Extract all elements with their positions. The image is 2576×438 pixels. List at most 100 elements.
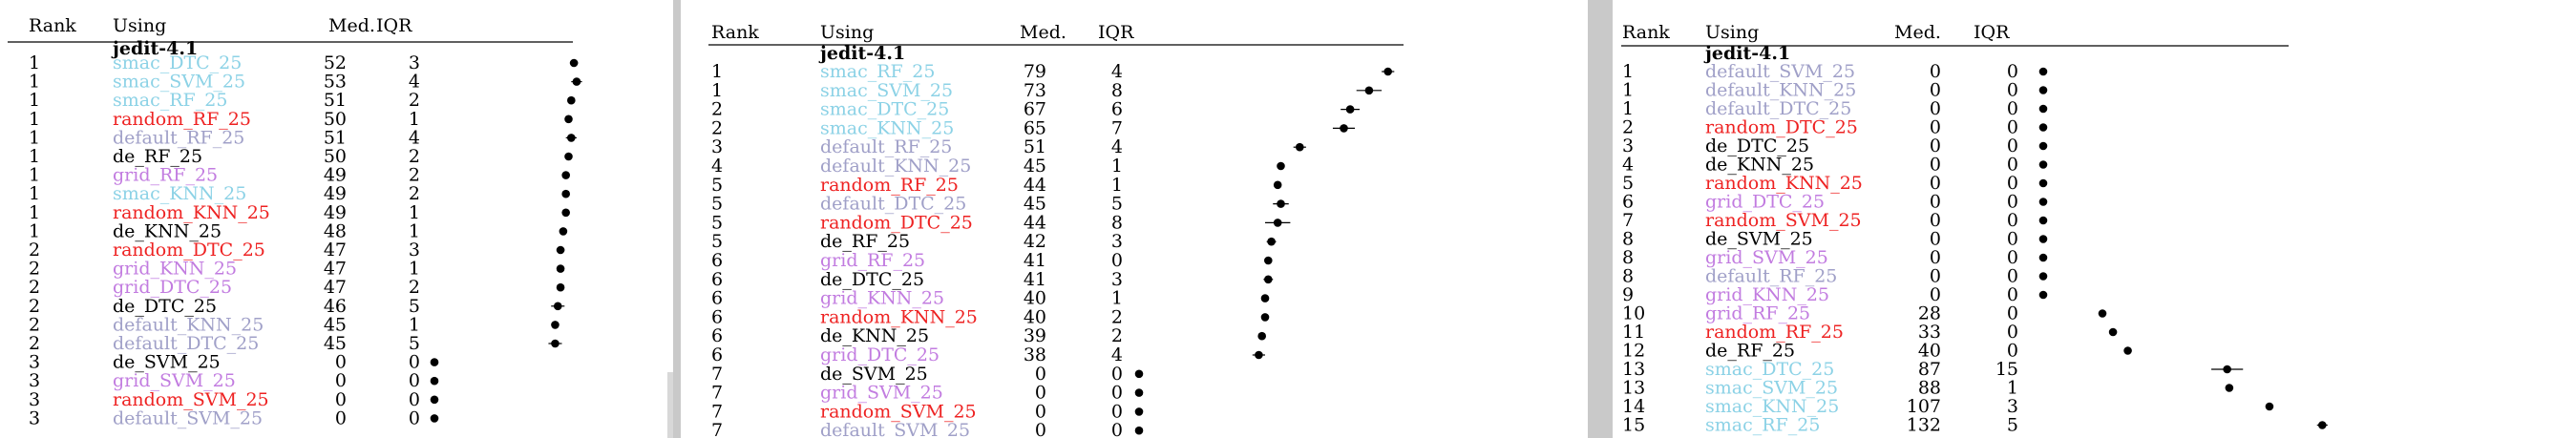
median-dot [572,77,581,86]
rank-cell: 2 [29,333,40,354]
median-dot [1134,407,1144,416]
median-dot [2038,272,2048,281]
rank-cell: 2 [29,277,40,298]
median-dot [2223,365,2231,374]
rank-cell: 3 [29,352,40,373]
iqr-cell: 5 [2007,415,2018,436]
rank-cell: 13 [1622,378,1645,399]
median-dot [2038,290,2048,300]
rank-cell: 2 [29,314,40,335]
median-cell: 0 [1930,266,1941,287]
median-cell: 49 [324,202,347,223]
using-cell: grid_DTC_25 [1705,192,1825,213]
using-cell: de_DTC_25 [820,269,924,290]
iqr-cell: 4 [1111,136,1123,157]
rank-cell: 6 [711,250,723,271]
rank-cell: 2 [1622,117,1634,138]
panel-left: Rank Using Med. IQR jedit-4.1 1 smac_DTC_25 52 3… [0,0,673,438]
rank-cell: 1 [1622,61,1634,82]
median-dot [551,321,560,329]
using-cell: de_RF_25 [113,146,202,167]
median-cell: 132 [1907,415,1941,436]
using-cell: de_DTC_25 [1705,136,1809,156]
rank-cell: 12 [1622,341,1645,362]
median-cell: 45 [324,314,347,335]
using-cell: smac_KNN_25 [1705,396,1839,417]
rank-cell: 1 [29,183,40,204]
iqr-cell: 0 [2007,117,2018,138]
iqr-cell: 0 [2007,61,2018,82]
header-median: Med. [1020,22,1066,43]
rank-cell: 6 [711,269,723,290]
dataset-label: jedit-4.1 [818,43,905,64]
median-dot [1260,313,1270,322]
median-cell: 0 [1930,210,1941,231]
using-cell: default_KNN_25 [113,314,264,335]
iqr-cell: 0 [2007,173,2018,194]
iqr-cell: 1 [409,109,420,130]
median-cell: 53 [324,72,347,93]
median-dot [1273,219,1282,227]
iqr-cell: 8 [1111,212,1123,233]
iqr-cell: 1 [409,259,420,280]
median-cell: 40 [1024,306,1046,327]
median-dot [1264,256,1273,265]
iqr-cell: 2 [409,183,420,204]
median-cell: 41 [1024,250,1046,271]
iqr-cell: 0 [1111,401,1123,422]
iqr-cell: 4 [1111,61,1123,82]
median-dot [2317,421,2327,429]
rank-cell: 7 [711,420,723,438]
scroll-track-left[interactable] [667,372,673,438]
panel-middle: Rank Using Med. IQR jedit-4.1 1 smac_RF_25 79 4 1… [681,0,1588,438]
median-dot [1277,199,1285,208]
median-cell: 45 [1024,156,1046,177]
header-rank: Rank [711,22,759,43]
median-cell: 107 [1907,396,1941,417]
rank-cell: 6 [711,325,723,346]
rank-cell: 7 [711,364,723,385]
rank-cell: 8 [1622,229,1634,250]
median-cell: 0 [1035,401,1046,422]
using-cell: random_KNN_25 [1705,173,1863,194]
median-dot [561,171,570,179]
rank-cell: 1 [711,80,723,101]
median-cell: 0 [335,370,347,391]
median-cell: 41 [1024,269,1046,290]
panel-separator-middle [1588,0,1613,438]
rank-cell: 1 [29,90,40,111]
using-cell: de_RF_25 [1705,341,1795,362]
median-cell: 0 [1930,229,1941,250]
using-cell: random_SVM_25 [113,389,269,410]
rank-cell: 3 [29,407,40,428]
using-cell: grid_SVM_25 [113,370,236,391]
rank-cell: 6 [1622,192,1634,213]
rank-cell: 9 [1622,284,1634,305]
using-cell: de_KNN_25 [820,325,929,346]
median-cell: 47 [324,277,347,298]
median-dot [430,358,439,366]
using-cell: default_KNN_25 [1705,80,1856,101]
using-cell: grid_KNN_25 [113,259,237,280]
median-dot [2038,123,2048,132]
median-cell: 0 [1930,155,1941,176]
median-dot [2265,402,2274,411]
rank-cell: 3 [29,389,40,410]
rank-cell: 1 [29,220,40,241]
median-dot [2038,104,2048,114]
median-cell: 48 [324,220,347,241]
median-dot [2038,178,2048,188]
median-cell: 47 [324,240,347,261]
median-dot [2098,309,2107,318]
median-dot [551,339,560,348]
using-cell: smac_SVM_25 [820,80,953,101]
median-cell: 0 [1930,136,1941,156]
using-cell: de_DTC_25 [113,296,217,317]
median-dot [1340,124,1348,133]
using-cell: random_RF_25 [820,175,959,196]
using-cell: random_SVM_25 [1705,210,1862,231]
median-cell: 0 [1035,420,1046,438]
using-cell: de_SVM_25 [113,352,221,373]
iqr-cell: 1 [409,220,420,241]
